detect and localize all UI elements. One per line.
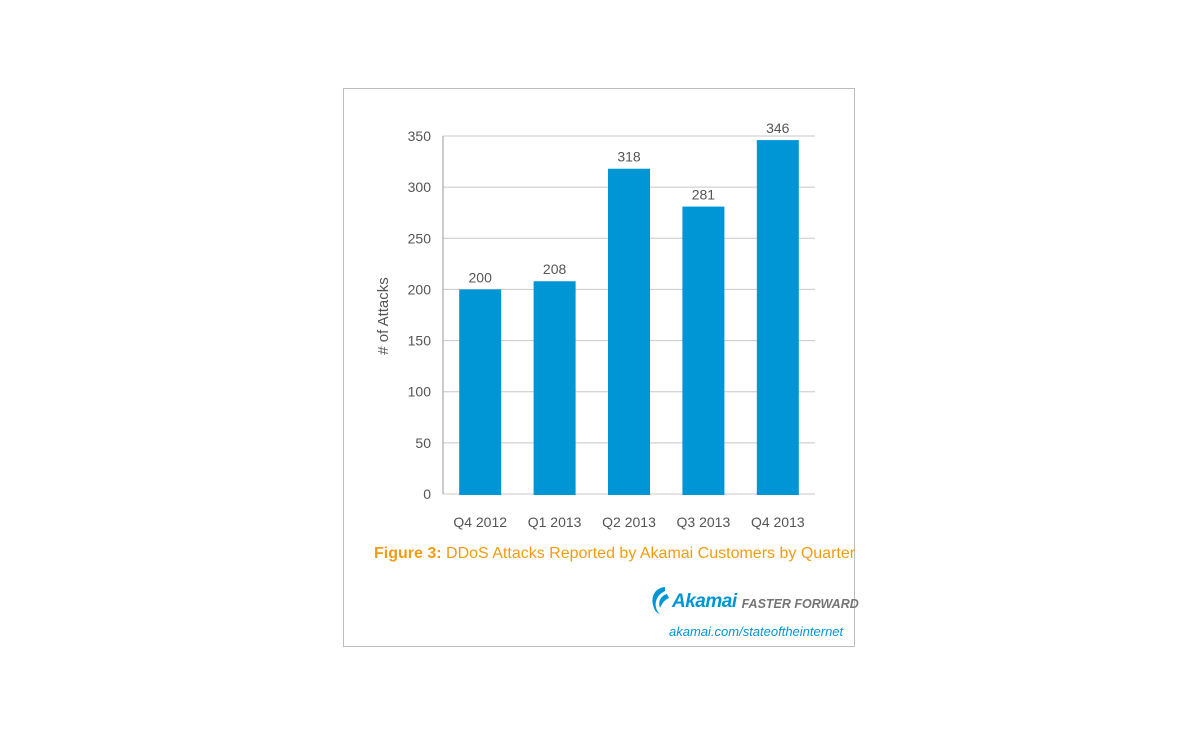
akamai-logo-text: Akamai [672, 591, 737, 612]
y-axis-label: # of Attacks [375, 277, 392, 355]
x-tick-label: Q1 2013 [528, 514, 582, 530]
bar-data-label: 200 [469, 269, 493, 285]
bar [459, 289, 502, 495]
figure-caption-text: DDoS Attacks Reported by Akamai Customer… [441, 545, 856, 562]
akamai-branding: Akamai FASTER FORWARD [648, 586, 859, 618]
bar [533, 281, 576, 495]
bar-data-label: 346 [766, 120, 790, 136]
y-tick-label: 200 [408, 281, 432, 297]
bar-data-label: 318 [617, 149, 641, 165]
x-tick-label: Q4 2012 [453, 514, 507, 530]
y-tick-label: 50 [415, 435, 431, 451]
bar-data-label: 208 [543, 261, 567, 277]
y-tick-label: 250 [408, 230, 432, 246]
akamai-swoosh-icon [648, 584, 670, 621]
bar [682, 206, 725, 495]
bar-data-label: 281 [692, 187, 716, 203]
y-tick-label: 350 [408, 128, 432, 144]
y-tick-label: 300 [408, 179, 432, 195]
figure-caption: Figure 3: DDoS Attacks Reported by Akama… [374, 545, 855, 563]
y-tick-label: 150 [408, 333, 432, 349]
y-tick-label: 100 [408, 384, 432, 400]
tagline: FASTER FORWARD [741, 597, 859, 611]
source-url[interactable]: akamai.com/stateoftheinternet [669, 624, 844, 639]
y-tick-label: 0 [423, 486, 431, 502]
bar [608, 168, 650, 495]
bar [756, 140, 799, 495]
x-tick-label: Q2 2013 [602, 514, 656, 530]
x-tick-label: Q3 2013 [677, 514, 731, 530]
figure-label: Figure 3: [374, 545, 442, 562]
x-tick-label: Q4 2013 [751, 514, 805, 530]
